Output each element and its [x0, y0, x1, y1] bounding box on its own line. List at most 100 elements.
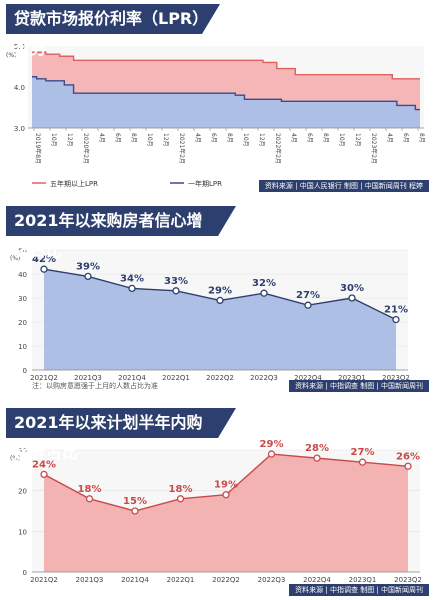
x-tick-label: 4月	[386, 133, 393, 143]
confidence-data-point	[172, 287, 180, 295]
confidence-y-axis-unit: (%)	[10, 255, 20, 262]
confidence-data-point	[84, 272, 92, 281]
purchase-plan-x-tick-label: 2022Q4	[303, 576, 331, 584]
confidence-y-tick-label: 20	[18, 319, 27, 327]
purchase-plan-data-point	[313, 454, 321, 462]
x-tick-label: 6月	[114, 133, 121, 143]
purchase-plan-x-tick-label: 2022Q3	[258, 576, 286, 584]
lpr-chart-source: 资料来源 | 中国人民银行 制图 | 中国新闻周刊 程婷	[258, 180, 429, 192]
purchase-plan-data-label: 24%	[32, 459, 56, 470]
purchase-plan-data-point	[85, 495, 94, 503]
y-axis-unit: (%)	[6, 52, 16, 59]
purchase-plan-data-point	[404, 462, 412, 470]
purchase-plan-x-tick-label: 2022Q2	[212, 576, 240, 584]
confidence-data-point	[260, 289, 268, 297]
x-tick-label: 12月	[66, 133, 73, 147]
lpr-chart: 5.0 4.0 3.0 (%) 2019年8月 10月 12月 2020年2月 4月 6月 8月 10…	[6, 43, 425, 188]
confidence-y-tick-label: 40	[18, 271, 27, 279]
purchase-plan-data-label: 18%	[78, 484, 102, 495]
x-tick-label: 6月	[210, 133, 217, 143]
x-tick-label: 2020年2月	[82, 133, 90, 164]
confidence-data-point	[40, 265, 48, 273]
x-tick-label: 10月	[50, 133, 57, 147]
purchase-plan-data-point	[40, 470, 48, 479]
x-tick-label: 4月	[194, 133, 201, 143]
x-tick-label: 4月	[98, 133, 105, 143]
one-year-area	[32, 76, 420, 128]
confidence-data-label: 39%	[76, 261, 100, 272]
five-year-line	[32, 51, 420, 80]
lpr-chart-title-bar: 贷款市场报价利率（LPR）走势	[6, 4, 220, 58]
x-tick-label: 10月	[146, 133, 153, 147]
x-tick-label: 2022年2月	[274, 133, 282, 164]
purchase-plan-chart-title-bar: 2021年以来计划半年内购房者占比	[6, 408, 236, 462]
confidence-data-label: 30%	[340, 283, 364, 294]
x-tick-label: 2021年2月	[178, 133, 186, 164]
confidence-chart-source: 资料来源 | 中指调查 制图 | 中国新闻周刊	[289, 380, 429, 392]
purchase-plan-x-tick-label: 2021Q4	[121, 576, 149, 584]
y-tick-label: 3.0	[14, 125, 25, 133]
purchase-plan-area	[44, 454, 408, 572]
legend-label-one-year: 一年期LPR	[188, 179, 222, 188]
lpr-chart-title: 贷款市场报价利率（LPR）走势	[14, 9, 201, 58]
purchase-plan-data-point	[267, 450, 276, 458]
confidence-x-tick-label: 2023Q1	[338, 374, 366, 382]
confidence-x-tick-label: 2022Q4	[294, 374, 322, 382]
confidence-x-tick-label: 2021Q3	[74, 374, 102, 382]
confidence-chart-note: 注：以购房意愿强于上月的人数占比为准	[32, 382, 158, 390]
x-tick-label: 10月	[338, 133, 345, 147]
confidence-data-label: 21%	[384, 305, 408, 316]
purchase-plan-chart-source: 资料来源 | 中指调查 制图 | 中国新闻周刊	[289, 584, 429, 596]
purchase-plan-y-tick-label: 0	[23, 569, 27, 577]
x-tick-label: 8月	[322, 133, 329, 143]
confidence-y-tick-label: 10	[18, 343, 27, 351]
confidence-chart: 50 40 30 20 10 0 (%) 42% 2021Q2 39% 2021Q3 34% 2021Q…	[10, 247, 410, 382]
purchase-plan-data-label: 26%	[396, 451, 420, 462]
x-tick-label: 8月	[226, 133, 233, 143]
purchase-plan-x-tick-label: 2023Q2	[394, 576, 422, 584]
purchase-plan-chart: 30 20 10 0 (%) 24% 2021Q2 18% 2021Q3 15% 2021Q4 18%…	[10, 439, 422, 584]
purchase-plan-data-label: 27%	[351, 447, 375, 458]
confidence-data-point	[128, 284, 136, 293]
purchase-plan-data-label: 29%	[260, 439, 284, 450]
x-tick-label: 2023年2月	[370, 133, 378, 164]
x-tick-label: 12月	[354, 133, 361, 147]
confidence-data-label: 29%	[208, 285, 232, 296]
y-tick-label: 4.0	[14, 84, 25, 92]
confidence-y-tick-label: 50	[18, 247, 27, 255]
x-tick-label: 6月	[402, 133, 409, 143]
confidence-x-tick-label: 2021Q2	[30, 374, 58, 382]
confidence-area	[44, 269, 396, 370]
x-tick-label: 12月	[258, 133, 265, 147]
purchase-plan-chart-title: 2021年以来计划半年内购房者占比	[14, 413, 203, 462]
purchase-plan-data-label: 18%	[169, 484, 193, 495]
confidence-data-label: 34%	[120, 273, 144, 284]
confidence-data-label: 33%	[164, 276, 188, 287]
confidence-y-tick-label: 30	[18, 295, 27, 303]
purchase-plan-y-tick-label: 30	[18, 447, 27, 455]
confidence-x-tick-label: 2023Q2	[382, 374, 410, 382]
one-year-line	[32, 76, 420, 111]
confidence-x-tick-label: 2022Q1	[162, 374, 190, 382]
purchase-plan-y-tick-label: 10	[18, 528, 27, 536]
confidence-data-point	[216, 296, 224, 305]
purchase-plan-chart-panel: 2021年以来计划半年内购房者占比 30 20 10 0 (%) 24% 2021Q2 18%…	[0, 402, 433, 600]
purchase-plan-data-label: 15%	[123, 496, 147, 507]
x-tick-label: 10月	[242, 133, 249, 147]
x-tick-label: 2019年8月	[34, 133, 42, 164]
purchase-plan-data-label: 28%	[305, 443, 329, 454]
purchase-plan-data-label: 19%	[214, 480, 238, 491]
confidence-data-label: 27%	[296, 290, 320, 301]
confidence-x-tick-label: 2022Q2	[206, 374, 234, 382]
purchase-plan-x-tick-label: 2021Q2	[30, 576, 58, 584]
purchase-plan-data-point	[358, 458, 367, 466]
lpr-chart-panel: 贷款市场报价利率（LPR）走势 5.0 4.0 3.0 (%) 2019年8月 10月 12…	[0, 0, 433, 195]
five-year-band	[32, 52, 420, 110]
confidence-data-point	[304, 301, 312, 309]
confidence-data-label: 32%	[252, 278, 276, 289]
confidence-data-label: 42%	[32, 254, 56, 265]
confidence-x-tick-label: 2022Q3	[250, 374, 278, 382]
purchase-plan-data-point	[176, 495, 185, 503]
legend-label-five-year: 五年期以上LPR	[50, 179, 98, 188]
purchase-plan-x-tick-label: 2022Q1	[167, 576, 195, 584]
